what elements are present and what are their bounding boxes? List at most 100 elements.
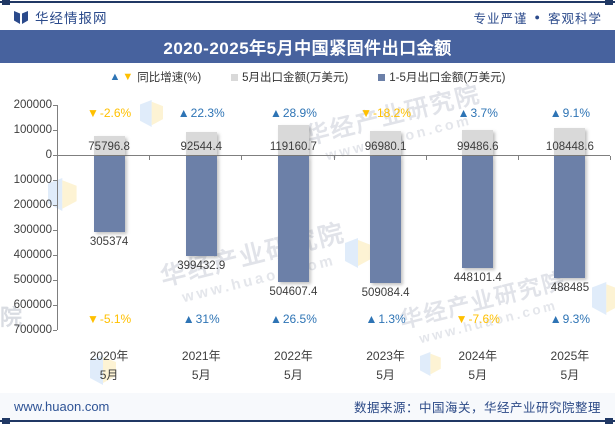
bottom-accent-line [0, 418, 615, 424]
y-axis-tick-mark [53, 155, 57, 156]
bar-jan-may-value-label: 305374 [89, 236, 129, 248]
bar-may-export [186, 132, 217, 155]
up-triangle-icon: ▲ [177, 106, 190, 120]
growth-rate-jan-may: ▲1.3% [365, 312, 406, 326]
y-axis-tick-label: 100000 [13, 174, 52, 186]
bar-may-value-label: 119160.7 [269, 141, 317, 153]
growth-rate-jan-may: ▲31% [182, 312, 220, 326]
bar-may-value-label: 92544.4 [180, 141, 223, 153]
up-triangle-icon: ▲ [269, 312, 282, 326]
legend-up-triangle-icon: ▲ [109, 71, 121, 83]
down-triangle-icon: ▼ [360, 106, 373, 120]
bar-jan-may-export [94, 156, 125, 232]
up-triangle-icon: ▲ [365, 312, 378, 326]
legend-item-1: 5月出口金额(万美元) [231, 69, 348, 85]
x-axis-tick-mark [334, 156, 335, 160]
y-axis-tick-label: 0 [45, 149, 52, 161]
growth-rate-jan-may: ▲9.3% [549, 312, 591, 326]
y-axis-tick-label: 700000 [13, 324, 52, 336]
growth-rate-may: ▲28.9% [269, 106, 317, 120]
bar-jan-may-export [186, 156, 217, 256]
legend-item-0: ▲ ▼ 同比增速(%) [109, 69, 201, 85]
header-slogan: 专业严谨 ● 客观科学 [473, 11, 602, 26]
legend-gray-square-icon [231, 73, 239, 81]
y-axis-tick-label: 300000 [13, 224, 52, 236]
bar-may-value-label: 108448.6 [545, 141, 594, 153]
bar-may-export [94, 136, 125, 155]
bar-may-value-label: 96980.1 [364, 141, 407, 153]
chart-legend: ▲ ▼ 同比增速(%) 5月出口金额(万美元) 1-5月出口金额(万美元) [0, 69, 615, 85]
watermark-edge-char: 院 [0, 305, 23, 330]
bar-jan-may-value-label: 448101.4 [453, 272, 502, 284]
up-triangle-icon: ▲ [549, 312, 562, 326]
x-axis-category-label: 2025年 5月 [550, 349, 590, 382]
brand: 华经情报网 [13, 7, 108, 27]
footer-url-link[interactable]: www.huaon.com [14, 399, 110, 414]
legend-down-triangle-icon: ▼ [122, 71, 134, 83]
y-axis-tick-label: 100000 [13, 124, 52, 136]
x-axis-category-label: 2022年 5月 [274, 349, 313, 382]
y-axis-line [57, 105, 58, 330]
brand-logo-icon [13, 10, 29, 25]
bar-jan-may-export [554, 156, 585, 278]
growth-rate-may: ▲22.3% [177, 106, 225, 120]
watermark-flag-icon [420, 352, 441, 381]
x-axis-tick-mark [241, 156, 242, 160]
x-axis-tick-mark [426, 156, 427, 160]
y-axis-tick-mark [53, 230, 57, 231]
watermark-flag-icon [345, 238, 371, 273]
bar-may-value-label: 99486.6 [456, 141, 499, 153]
title-bar: 2020-2025年5月中国紧固件出口金额 [0, 30, 615, 63]
watermark-flag-icon [592, 282, 615, 320]
growth-rate-may: ▼-18.2% [360, 106, 412, 120]
legend-item-2: 1-5月出口金额(万美元) [378, 69, 506, 85]
y-axis-tick-label: 200000 [13, 199, 52, 211]
y-axis-tick-mark [53, 330, 57, 331]
bar-may-export [554, 128, 585, 155]
x-axis-tick-mark [610, 156, 611, 160]
y-axis-tick-label: 500000 [13, 274, 52, 286]
growth-rate-jan-may: ▼-7.6% [455, 312, 500, 326]
data-source-text: 数据来源：中国海关，华经产业研究院整理 [353, 401, 601, 415]
growth-rate-may: ▼-2.6% [86, 106, 132, 120]
x-axis-tick-mark [518, 156, 519, 160]
y-axis-tick-mark [53, 105, 57, 106]
up-triangle-icon: ▲ [549, 106, 562, 120]
y-axis-tick-mark [53, 130, 57, 131]
legend-label: 5月出口金额(万美元) [242, 72, 349, 84]
zero-baseline [57, 155, 610, 156]
y-axis-tick-mark [53, 180, 57, 181]
up-triangle-icon: ▲ [457, 106, 470, 120]
growth-rate-jan-may: ▼-5.1% [86, 312, 132, 326]
growth-rate-jan-may: ▲26.5% [269, 312, 317, 326]
page-title: 2020-2025年5月中国紧固件出口金额 [163, 39, 452, 58]
y-axis-tick-mark [53, 255, 57, 256]
bar-jan-may-export [370, 156, 401, 283]
watermark-flag-icon [48, 178, 77, 216]
bar-may-export [278, 125, 309, 155]
bar-may-export [370, 131, 401, 155]
up-triangle-icon: ▲ [182, 312, 195, 326]
bar-jan-may-value-label: 509084.4 [361, 287, 410, 299]
x-axis-tick-mark [149, 156, 150, 160]
y-axis-tick-label: 400000 [13, 249, 52, 261]
bar-may-export [462, 130, 493, 155]
growth-rate-may: ▲3.7% [457, 106, 498, 120]
bar-jan-may-value-label: 488485 [550, 282, 590, 294]
footer: www.huaon.com 数据来源：中国海关，华经产业研究院整理 [0, 393, 615, 420]
bar-jan-may-export [278, 156, 309, 282]
legend-blue-square-icon [378, 73, 386, 81]
brand-name: 华经情报网 [35, 11, 108, 26]
watermark-flag-icon [140, 100, 164, 132]
top-accent-line [0, 0, 615, 5]
x-axis-category-label: 2024年 5月 [458, 349, 498, 382]
growth-rate-may: ▲9.1% [549, 106, 591, 120]
x-axis-category-label: 2023年 5月 [366, 349, 405, 382]
down-triangle-icon: ▼ [86, 312, 99, 326]
bar-jan-may-export [462, 156, 493, 268]
legend-label: 1-5月出口金额(万美元) [389, 72, 506, 84]
y-axis-tick-mark [53, 305, 57, 306]
site-header: 华经情报网 专业严谨 ● 客观科学 [0, 4, 615, 30]
x-axis-category-label: 2020年 5月 [89, 349, 129, 382]
